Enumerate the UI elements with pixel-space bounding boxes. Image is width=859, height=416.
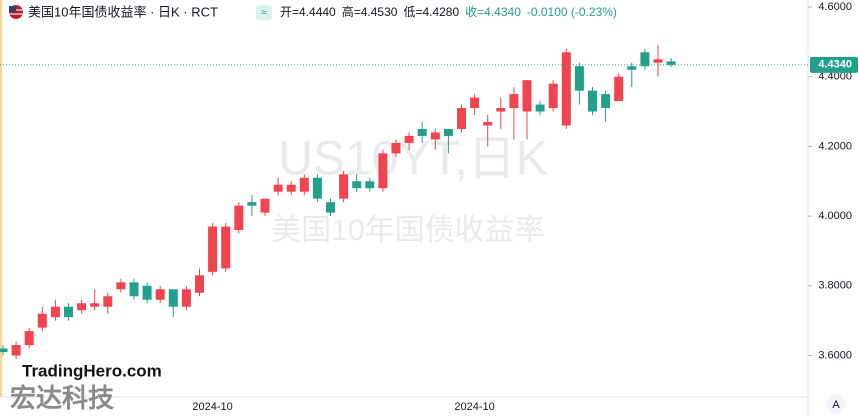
ohlc-value: -0.0100 (-0.23%) [527,5,617,19]
candle-body [103,296,113,307]
candle-body [653,59,663,63]
candle-body [588,90,597,112]
candle-body [312,177,322,199]
candle-body [221,226,231,269]
candle-body [561,52,571,126]
candle-body [247,202,257,206]
chart-title: 美国10年国债收益率 · 日K · RCT [28,4,218,19]
candle-body [90,303,100,307]
candle-body [457,108,466,129]
candle-body [627,66,637,70]
candle-body [352,181,362,189]
y-tick-label: 4.0000 [818,210,852,222]
candle-body [77,303,87,311]
flag-icon [9,5,23,19]
candle-body [574,66,584,91]
candle-body [548,83,558,109]
candle-body [417,128,427,136]
ohlc-legend: 开=4.4440 高=4.4530 低=4.4280 收=4.4340 -0.0100 … [280,4,617,19]
candle-body [483,121,493,126]
candle-body [64,306,73,318]
candle-body [666,61,676,65]
candle-body [195,275,204,293]
auto-scale-button[interactable] [827,395,845,413]
candle-body [50,306,60,318]
candle-body [155,289,165,300]
auto-scale-button[interactable]: A [832,399,840,411]
candle-body [391,142,401,154]
candle-body [142,285,152,300]
candle-body [509,94,519,109]
candle-body [601,94,611,109]
candle-body [234,205,244,231]
candle-body [326,202,335,213]
candle-body [0,348,8,353]
last-price-box [810,56,858,73]
x-tick-label: 2024-10 [454,401,494,413]
indicator-icon [256,5,272,20]
brand-logo: TradingHero.com [22,361,162,380]
y-tick-label: 3.8000 [818,280,852,292]
indicator-icon: ≈ [261,8,267,19]
candle-body [522,80,532,112]
candle-body [181,289,191,307]
candle-body [37,313,47,328]
candle-body [129,282,139,297]
x-tick-label: 2024-10 [192,401,232,413]
candle-body [339,174,349,199]
candle-body [286,184,296,192]
ohlc-value: 收=4.4340 [465,5,521,19]
candle-body [168,289,178,307]
candle-body [24,331,34,346]
y-tick-label: 4.6000 [818,1,852,13]
candle-body [365,181,375,189]
candle-body [299,177,309,192]
candle-body [614,76,624,102]
candle-body [496,108,506,112]
y-tick-label: 4.2000 [818,140,852,152]
ohlc-value: 低=4.4280 [403,5,459,19]
watermark: 美国10年国债收益率 [271,214,544,247]
candle-body [430,132,440,140]
y-tick-label: 3.6000 [818,349,852,361]
candle-body [535,104,545,112]
candle-body [640,52,650,67]
candle-body [378,153,388,189]
candle-body [273,184,283,192]
candle-body [11,345,21,356]
y-tick-label: 4.4000 [818,71,852,83]
candle-body [470,97,480,109]
brand-name: 宏达科技 [10,383,114,413]
candle-body [443,128,453,136]
last-price-label: 4.4340 [818,59,852,71]
candle-body [404,135,414,143]
ohlc-value: 高=4.4530 [342,4,398,19]
candle-body [260,198,270,213]
candle-body [208,226,218,272]
candle-body [116,282,126,290]
ohlc-value: 开=4.4440 [280,5,336,19]
